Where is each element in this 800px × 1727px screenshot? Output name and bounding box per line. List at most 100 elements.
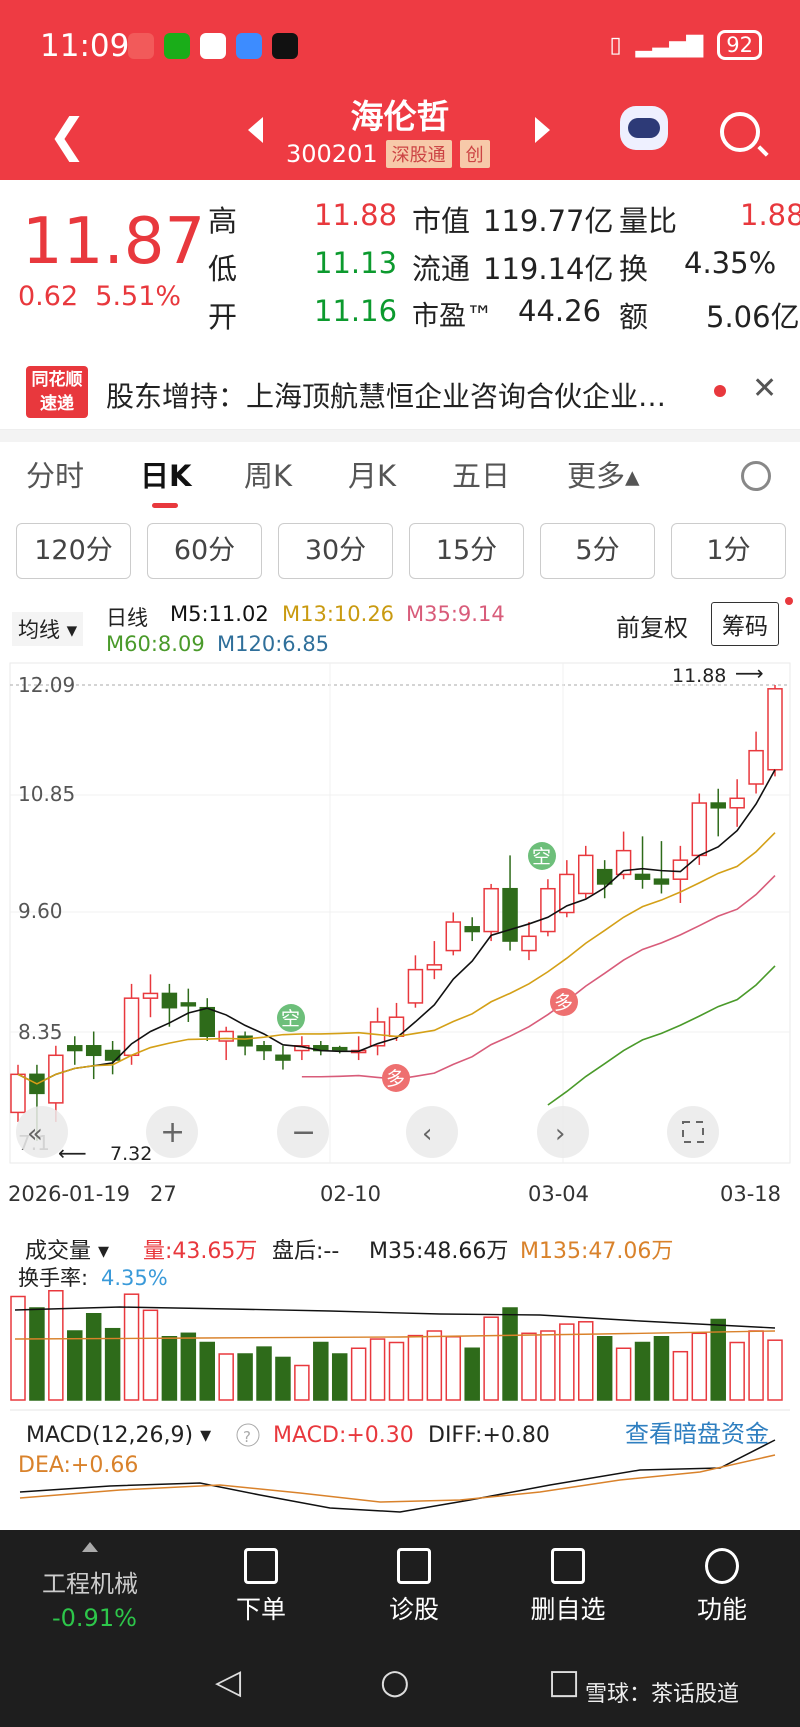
message-icon <box>236 33 262 59</box>
back-button[interactable]: ❮ <box>48 108 87 162</box>
zoom-out-button[interactable]: − <box>277 1106 329 1158</box>
tab-weekly-k[interactable]: 周K <box>244 459 293 493</box>
after-hours-value: 盘后:-- <box>272 1239 339 1264</box>
scroll-left-button[interactable]: ‹ <box>406 1106 458 1158</box>
svg-text:−: − <box>291 1115 316 1150</box>
period-30m[interactable]: 30分 <box>278 523 393 579</box>
dea-line <box>19 1454 776 1503</box>
turnover-value: 4.35% <box>684 246 777 280</box>
candle-body <box>483 887 499 933</box>
tab-more[interactable]: 更多▴ <box>567 459 640 493</box>
news-logo-bottom: 速递 <box>40 394 74 414</box>
dark-pool-link[interactable]: 查看暗盘资金 <box>625 1420 769 1448</box>
volume-bar <box>29 1307 45 1401</box>
turnover-rate-label: 换手率: <box>18 1266 88 1290</box>
ma13-value: M13:10.26 <box>282 602 395 626</box>
ma-lines <box>17 769 776 1106</box>
price-tick-4: 8.35 <box>18 1020 63 1044</box>
tab-five-day[interactable]: 五日 <box>452 459 511 493</box>
diagnose-button[interactable]: 诊股 <box>364 1548 464 1626</box>
search-icon[interactable] <box>720 112 760 152</box>
nav-home-icon[interactable]: ○ <box>380 1662 410 1702</box>
robot-assistant-icon[interactable] <box>620 106 668 150</box>
prev-stock-icon[interactable] <box>248 117 263 143</box>
bottom-navigation: 工程机械 -0.91% <box>0 1530 800 1727</box>
kline-chart[interactable]: 12.09 10.85 9.60 8.35 7.1 11.88 ⟶ ⟵ 7.32… <box>0 660 800 1530</box>
shenzhen-connect-tag: 深股通 <box>385 140 452 168</box>
scroll-right-button[interactable]: › <box>537 1106 589 1158</box>
ma-selector[interactable]: 均线 ▾ <box>12 612 84 646</box>
period-5m[interactable]: 5分 <box>540 523 655 579</box>
volume-bar <box>218 1353 234 1401</box>
candle-body <box>142 992 159 999</box>
ma120-value: M120:6.85 <box>217 632 330 656</box>
function-button[interactable]: 功能 <box>672 1548 772 1626</box>
current-price: 11.87 <box>22 205 206 279</box>
order-label: 下单 <box>235 1595 286 1624</box>
candle-body <box>123 997 140 1057</box>
signal-duo-1: 多 <box>382 1064 410 1092</box>
candle-body <box>445 921 462 952</box>
date-tick-2: 27 <box>150 1182 177 1206</box>
period-60m[interactable]: 60分 <box>147 523 262 579</box>
period-15m[interactable]: 15分 <box>409 523 524 579</box>
vibrate-icon: ▯ <box>609 32 622 58</box>
low-value: 11.13 <box>314 246 398 280</box>
candle-body <box>10 1073 26 1114</box>
nav-back-icon[interactable]: ◁ <box>215 1662 242 1702</box>
sector-expand-icon[interactable] <box>82 1542 98 1552</box>
volume-bar <box>464 1347 480 1401</box>
volume-bar <box>123 1293 140 1401</box>
volume-bar <box>502 1307 518 1401</box>
settings-icon[interactable] <box>741 461 771 491</box>
fullscreen-button[interactable] <box>667 1106 719 1158</box>
volume-bar <box>180 1332 197 1401</box>
adjust-mode[interactable]: 前复权 <box>616 614 688 642</box>
volume-bar <box>48 1290 64 1401</box>
chart-controls: « + − ‹ › <box>16 1106 719 1158</box>
period-120m[interactable]: 120分 <box>16 523 131 579</box>
candle-body <box>521 935 537 952</box>
news-logo-top: 同花顺 <box>31 370 83 390</box>
tab-daily-k[interactable]: 日K <box>140 459 192 493</box>
order-button[interactable]: 下单 <box>211 1548 311 1626</box>
volume-bar <box>672 1350 689 1401</box>
ma35-value: M35:9.14 <box>406 602 505 626</box>
volume-bar <box>256 1346 272 1401</box>
diagnose-icon <box>397 1548 431 1584</box>
candle-body <box>540 887 556 933</box>
volume-bar <box>10 1295 26 1401</box>
tab-monthly-k[interactable]: 月K <box>348 459 397 493</box>
sector-name[interactable]: 工程机械 <box>42 1570 138 1598</box>
ma13-line <box>17 832 776 1085</box>
macd-selector[interactable]: MACD(12,26,9) ▾ <box>26 1423 211 1448</box>
pe-label: 市盈™ <box>412 301 493 332</box>
tab-intraday[interactable]: 分时 <box>26 459 85 493</box>
close-icon[interactable]: ✕ <box>752 371 778 406</box>
volume-ma35-line <box>14 1306 776 1329</box>
rewind-button[interactable]: « <box>16 1106 68 1158</box>
sector-change: -0.91% <box>52 1604 137 1632</box>
volume-bar <box>426 1330 443 1401</box>
remove-watchlist-button[interactable]: 删自选 <box>518 1548 618 1626</box>
max-price-label: 11.88 <box>672 665 726 687</box>
volume-selector[interactable]: 成交量 ▾ <box>25 1239 109 1264</box>
news-banner[interactable] <box>0 352 800 430</box>
function-icon <box>705 1548 739 1584</box>
stock-subtitle: 300201 深股通 创 <box>286 140 490 168</box>
chip-button[interactable]: 筹码 <box>711 602 779 646</box>
zoom-in-button[interactable]: + <box>146 1106 198 1158</box>
price-tick-3: 9.60 <box>18 899 63 923</box>
candle-body <box>615 849 632 876</box>
huawei-icon <box>128 33 154 59</box>
period-1m[interactable]: 1分 <box>671 523 786 579</box>
volume-bars <box>10 1290 783 1401</box>
signal-kong-1: 空 <box>277 1004 305 1032</box>
nav-recent-icon[interactable]: □ <box>548 1662 581 1702</box>
news-text[interactable]: 股东增持：上海顶航慧恒企业咨询合伙企业… <box>106 380 667 413</box>
help-icon[interactable] <box>236 1423 260 1447</box>
volume-bar <box>691 1332 708 1401</box>
volume-bar <box>710 1318 726 1401</box>
next-stock-icon[interactable] <box>535 117 550 143</box>
stock-code: 300201 <box>286 140 378 168</box>
